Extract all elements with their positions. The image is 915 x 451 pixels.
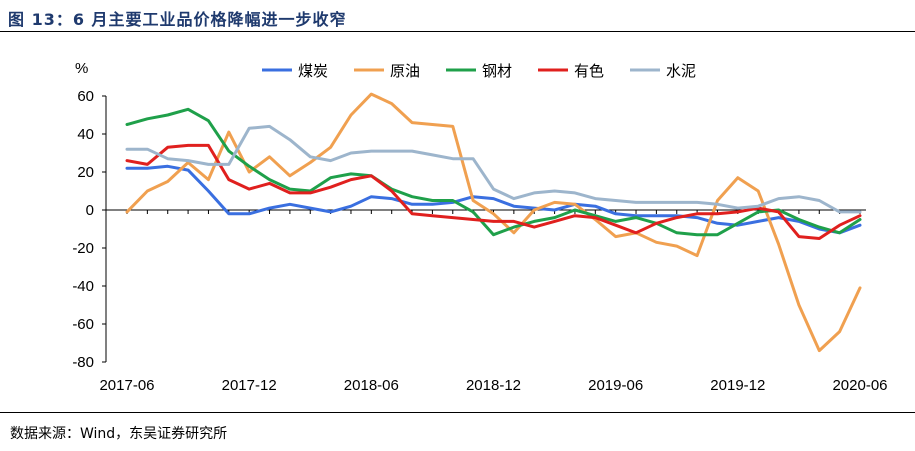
title-divider — [0, 31, 915, 32]
line-chart: 60 40 20 0 -20 -40 -60 -80% 2017-06 2017-12 2018-0… — [72, 60, 887, 394]
x-tick-label: 2017-12 — [222, 377, 277, 394]
legend-label: 有色 — [574, 62, 604, 80]
y-tick-label: -60 — [72, 316, 94, 333]
legend-label: 钢材 — [482, 62, 512, 80]
legend-label: 水泥 — [666, 62, 696, 80]
x-tick-label: 2019-12 — [710, 377, 765, 394]
x-tick-label: 2018-06 — [344, 377, 399, 394]
x-tick-label: 2018-12 — [466, 377, 521, 394]
legend-label: 原油 — [390, 62, 420, 80]
series-line-3 — [125, 143, 862, 240]
x-tick-label: 2019-06 — [588, 377, 643, 394]
legend-item-1: 原油 — [354, 62, 420, 80]
x-tick-label: 2017-06 — [99, 377, 154, 394]
chart-axes: 60 40 20 0 -20 -40 -60 -80% 2017-06 2017-12 2018-0… — [72, 60, 887, 394]
source-divider — [0, 412, 915, 413]
y-tick-label: -80 — [72, 354, 94, 371]
y-tick-label: -40 — [72, 278, 94, 295]
chart-legend: 煤炭 原油 钢材 有色 水泥 — [262, 62, 696, 80]
y-tick-label: 60 — [77, 88, 94, 105]
y-tick-label: 20 — [77, 164, 94, 181]
y-tick-label: 0 — [86, 202, 94, 219]
legend-item-0: 煤炭 — [262, 62, 328, 80]
legend-item-3: 有色 — [538, 62, 604, 80]
series-line-2 — [125, 107, 862, 237]
data-source-note: 数据来源：Wind，东吴证券研究所 — [10, 426, 228, 442]
series-line-4 — [125, 124, 862, 214]
y-tick-label: -20 — [72, 240, 94, 257]
series-line-0 — [125, 164, 862, 235]
figure-title: 图 13：6 月主要工业品价格降幅进一步收窄 — [8, 10, 347, 29]
legend-item-2: 钢材 — [446, 62, 512, 80]
legend-label: 煤炭 — [298, 62, 328, 80]
series-line-1 — [125, 92, 862, 353]
y-tick-label: 40 — [77, 126, 94, 143]
legend-item-4: 水泥 — [630, 62, 696, 80]
y-unit-label: % — [75, 60, 88, 77]
x-tick-label: 2020-06 — [832, 377, 887, 394]
series-layer — [125, 92, 862, 353]
